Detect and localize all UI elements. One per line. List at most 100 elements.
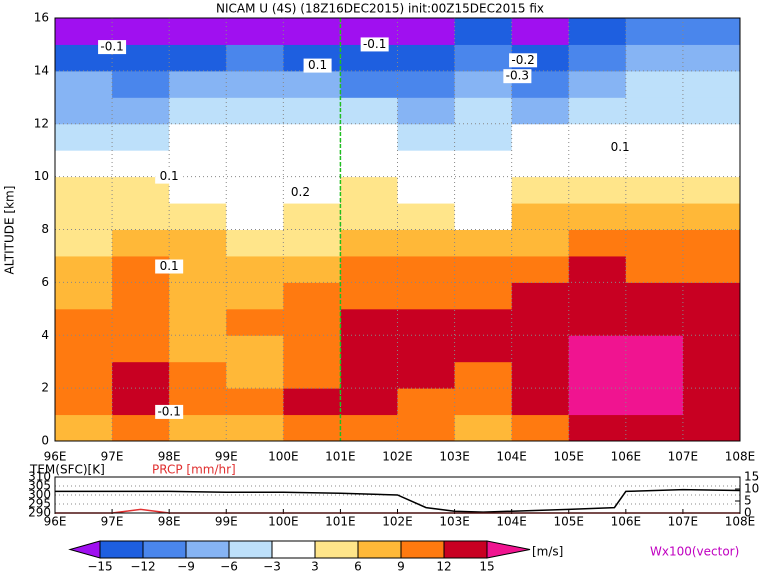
cell [568,255,627,283]
cell [454,150,513,178]
colorbar-tick-label: 12 [436,560,451,574]
cell [625,414,684,442]
cell [568,70,627,98]
cell [226,335,284,363]
cell [55,123,113,151]
x-tick-label: 97E [101,515,124,529]
cell [112,308,170,336]
y2-tick-label: 5 [744,494,752,508]
cell [340,335,398,363]
x-tick-label: 107E [668,515,699,529]
colorbar-box [400,540,445,559]
x-tick-label: 99E [215,515,238,529]
x-tick-label: 104E [496,515,527,529]
annotation: 0.1 [611,140,630,154]
x-tick-label: 100E [268,515,299,529]
annotation: 0.2 [291,185,310,199]
cell [625,308,684,336]
annotation: -0.2 [511,53,534,67]
cell [454,203,513,230]
cell [169,123,227,151]
cell [340,150,398,178]
cell [397,361,456,389]
cell [511,308,570,336]
cell [568,150,627,178]
cell [112,203,170,230]
x-tick-label: 101E [325,450,356,464]
cell [169,44,227,72]
cell [283,282,341,310]
cell [226,282,284,310]
annotation: -0.3 [506,69,529,83]
cell [454,44,513,72]
cell [625,123,684,151]
cell [397,176,456,204]
cell [340,70,398,98]
cell [454,282,513,310]
cell [568,229,627,257]
cell [511,414,570,442]
cell [283,255,341,283]
cell [682,18,741,45]
cell [226,97,284,125]
annotation: -0.1 [363,37,386,51]
x-tick-label: 105E [554,450,585,464]
cell [226,414,284,442]
cell [55,255,113,283]
cell [682,150,741,178]
colorbar-tick-label: −9 [177,560,195,574]
cell [625,44,684,72]
cell [283,203,341,230]
cell [568,282,627,310]
cell [340,282,398,310]
y-tick-label: 12 [34,116,49,130]
cell [682,203,741,230]
y2-tick-label: 0 [744,506,752,520]
x-tick-label: 103E [439,450,470,464]
cell [112,361,170,389]
cell [625,388,684,416]
cell [625,335,684,363]
y-tick-label: 16 [34,11,49,25]
cell [283,229,341,257]
cell [682,70,741,98]
colorbar-box [185,540,230,559]
x-tick-label: 98E [158,450,181,464]
x-tick-label: 108E [725,515,756,529]
y-tick-label: 305 [28,479,51,493]
annotation-box [360,37,389,52]
cell [169,282,227,310]
annotation: -0.1 [100,40,123,54]
colorbar-box [99,540,144,559]
x-tick-label: 106E [611,450,642,464]
cell [226,123,284,151]
colorbar-box [314,540,359,559]
x-tick-label: 96E [44,450,67,464]
y-tick-label: 8 [41,222,49,236]
cell [283,18,341,45]
cell [55,308,113,336]
y-tick-label: 295 [28,497,51,511]
cell [454,414,513,442]
cell [226,150,284,178]
cell [340,361,398,389]
colorbar-unit: [m/s] [532,545,563,559]
cell [397,150,456,178]
colorbar-tick-label: 15 [479,560,494,574]
cell [511,388,570,416]
cell [568,176,627,204]
annotation-box [606,140,635,155]
cell [340,203,398,230]
colorbar-box [228,540,273,559]
x-tick-label: 97E [101,450,124,464]
cell [283,335,341,363]
cell [169,18,227,45]
annotation: -0.1 [157,404,180,418]
cell [454,97,513,125]
cell [568,44,627,72]
cell [511,123,570,151]
cell [340,97,398,125]
y2-tick-label: 10 [744,482,759,496]
cell [283,123,341,151]
